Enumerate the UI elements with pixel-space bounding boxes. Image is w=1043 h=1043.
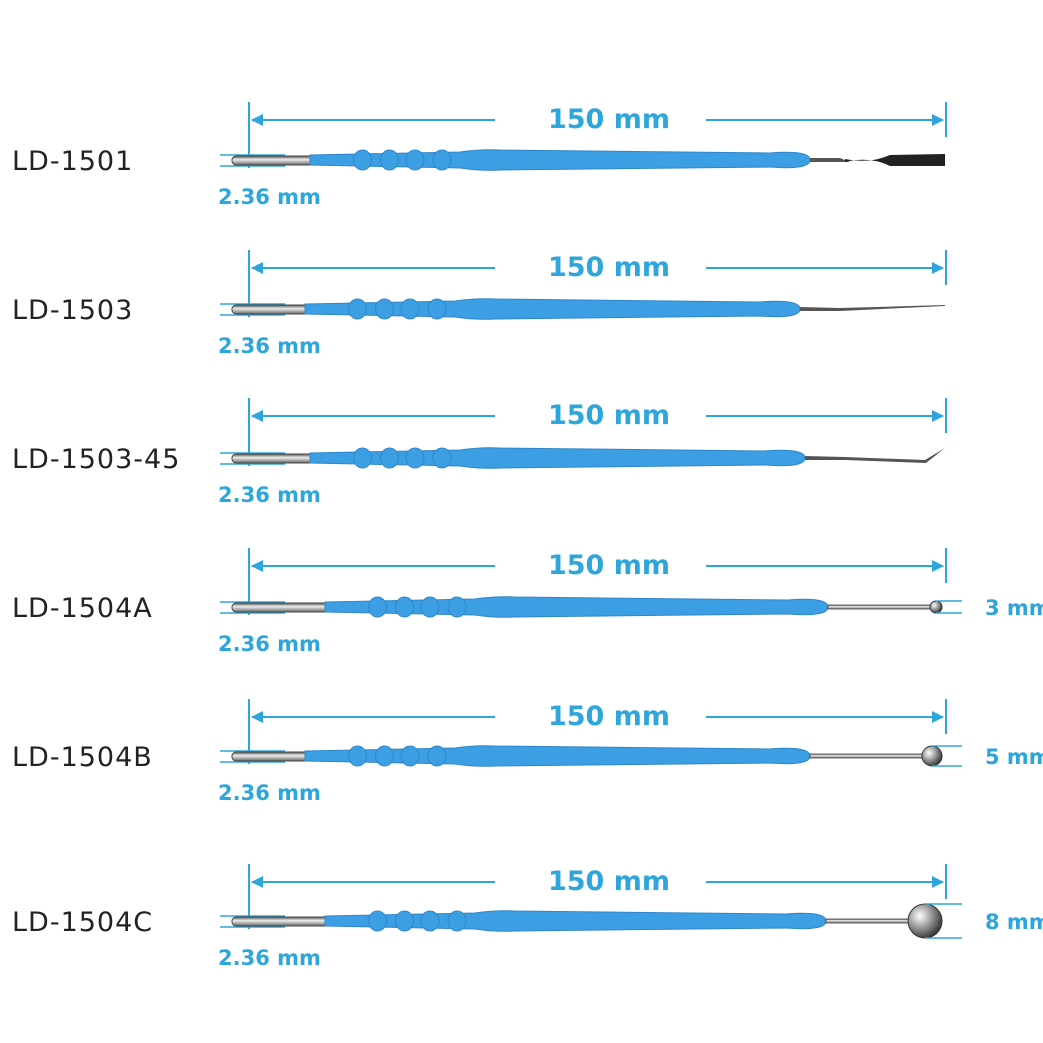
length-label: 150 mm (548, 550, 670, 581)
ball-tip (907, 903, 943, 939)
tip-label: 8 mm (985, 910, 1043, 934)
connector-pin (231, 916, 330, 927)
grip-ridge (447, 596, 467, 618)
grip-ridge (375, 298, 394, 320)
length-label: 150 mm (548, 701, 670, 732)
grip-ridge (353, 149, 372, 171)
needle (805, 448, 945, 463)
grip-ridge (427, 298, 447, 320)
grip-ridge (400, 298, 420, 320)
grip-ridge (368, 910, 387, 932)
grip-ridge (353, 447, 372, 469)
model-label: LD-1504B (12, 742, 153, 773)
diameter-label: 2.36 mm (218, 185, 321, 209)
grip-ridge (348, 745, 367, 767)
tip-shaft (810, 158, 850, 162)
needle (800, 305, 945, 311)
length-label: 150 mm (548, 400, 670, 431)
connector-pin (231, 751, 310, 762)
length-label: 150 mm (548, 866, 670, 897)
model-label: LD-1501 (12, 146, 133, 177)
tip-label: 3 mm (985, 596, 1043, 620)
grip-ridge (405, 447, 425, 469)
grip-ridge (447, 910, 467, 932)
ball-tip (929, 600, 943, 614)
diameter-label: 2.36 mm (218, 946, 321, 970)
length-label: 150 mm (548, 252, 670, 283)
model-label: LD-1504A (12, 593, 153, 624)
grip-ridge (420, 596, 440, 618)
diameter-label: 2.36 mm (218, 334, 321, 358)
model-label: LD-1503 (12, 295, 133, 326)
grip-ridge (368, 596, 387, 618)
grip-ridge (375, 745, 394, 767)
model-label: LD-1503-45 (12, 444, 180, 475)
ball-tip (921, 745, 943, 767)
diameter-label: 2.36 mm (218, 483, 321, 507)
model-label: LD-1504C (12, 907, 153, 938)
grip-ridge (380, 447, 399, 469)
tip-label: 5 mm (985, 745, 1043, 769)
tip-shaft (827, 604, 937, 610)
grip-ridge (395, 596, 414, 618)
length-label: 150 mm (548, 104, 670, 135)
grip-ridge (405, 149, 425, 171)
grip-ridge (400, 745, 420, 767)
connector-pin (231, 155, 315, 166)
grip-ridge (348, 298, 367, 320)
grip-ridge (380, 149, 399, 171)
grip-ridge (432, 447, 452, 469)
grip-ridge (432, 149, 452, 171)
diameter-label: 2.36 mm (218, 632, 321, 656)
grip-ridge (427, 745, 447, 767)
grip-ridge (420, 910, 440, 932)
connector-pin (231, 453, 315, 464)
diameter-label: 2.36 mm (218, 781, 321, 805)
blade (845, 154, 945, 166)
connector-pin (231, 304, 310, 315)
connector-pin (231, 602, 330, 613)
tip-shaft (809, 753, 933, 759)
grip-ridge (395, 910, 414, 932)
